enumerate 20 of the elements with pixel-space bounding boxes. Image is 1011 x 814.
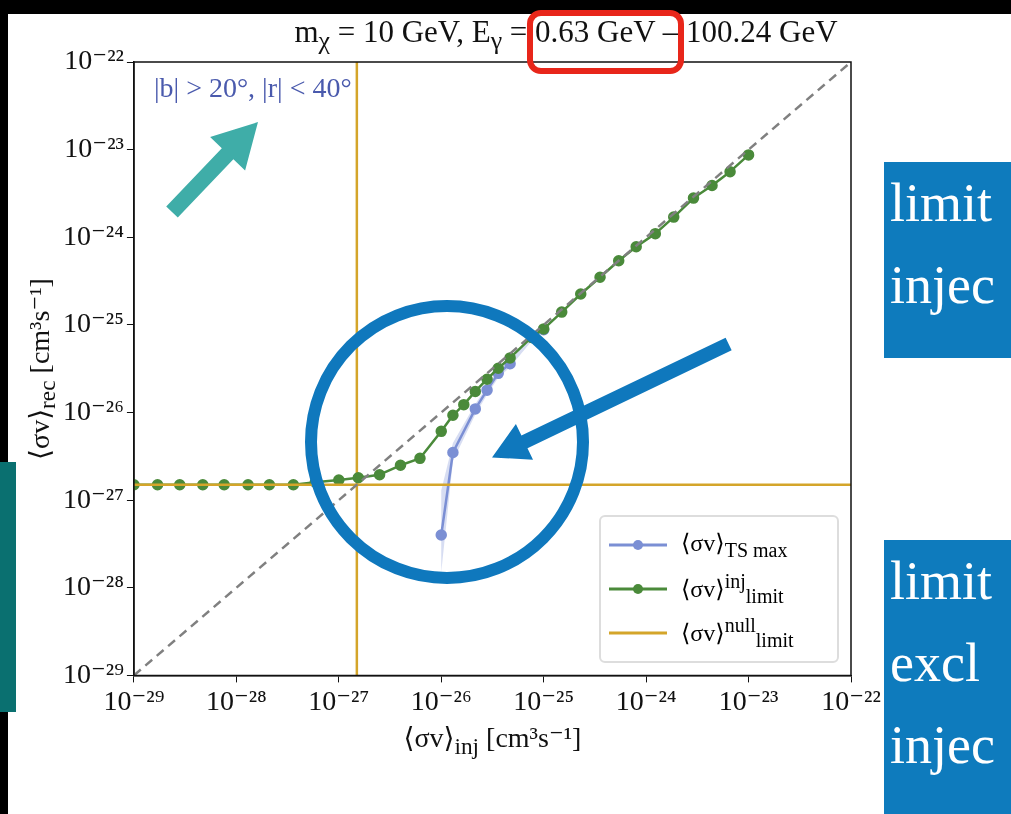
y-tick-label: 10⁻²⁵ bbox=[63, 307, 124, 339]
y-tick-label: 10⁻²⁶ bbox=[63, 394, 124, 426]
y-tick-label: 10⁻²⁴ bbox=[63, 219, 124, 251]
x-axis-title: ⟨σv⟩$_{inj}$ [cm³s⁻¹] bbox=[402, 721, 583, 760]
y-tick-label: 10⁻²⁸ bbox=[63, 570, 124, 602]
text: limit injec bbox=[884, 162, 1011, 358]
annotation: |b| > 20°, |r| < 40° bbox=[153, 72, 352, 104]
x-tick-label: 10⁻²⁸ bbox=[205, 684, 267, 716]
x-tick-label: 10⁻²⁷ bbox=[308, 684, 370, 716]
y-tick-label: 10⁻²⁷ bbox=[63, 482, 124, 514]
x-tick-label: 10⁻²⁶ bbox=[410, 684, 472, 716]
x-tick-label: 10⁻²⁴ bbox=[615, 684, 677, 716]
legend-label: ⟨σv⟩$_{TS max}$ bbox=[681, 529, 788, 562]
x-tick-label: 10⁻²² bbox=[821, 684, 881, 716]
x-tick-label: 10⁻²⁵ bbox=[513, 684, 575, 716]
y-tick-label: 10⁻²² bbox=[64, 44, 124, 76]
text: limit excl injec bbox=[884, 540, 1011, 814]
y-tick-label: 10⁻²³ bbox=[64, 131, 124, 163]
x-tick-label: 10⁻²³ bbox=[718, 684, 779, 716]
chart-title: m$_{χ}$ = 10 GeV, E$_{γ}$ = 0.63 GeV – 100.24 GeV bbox=[293, 14, 839, 57]
